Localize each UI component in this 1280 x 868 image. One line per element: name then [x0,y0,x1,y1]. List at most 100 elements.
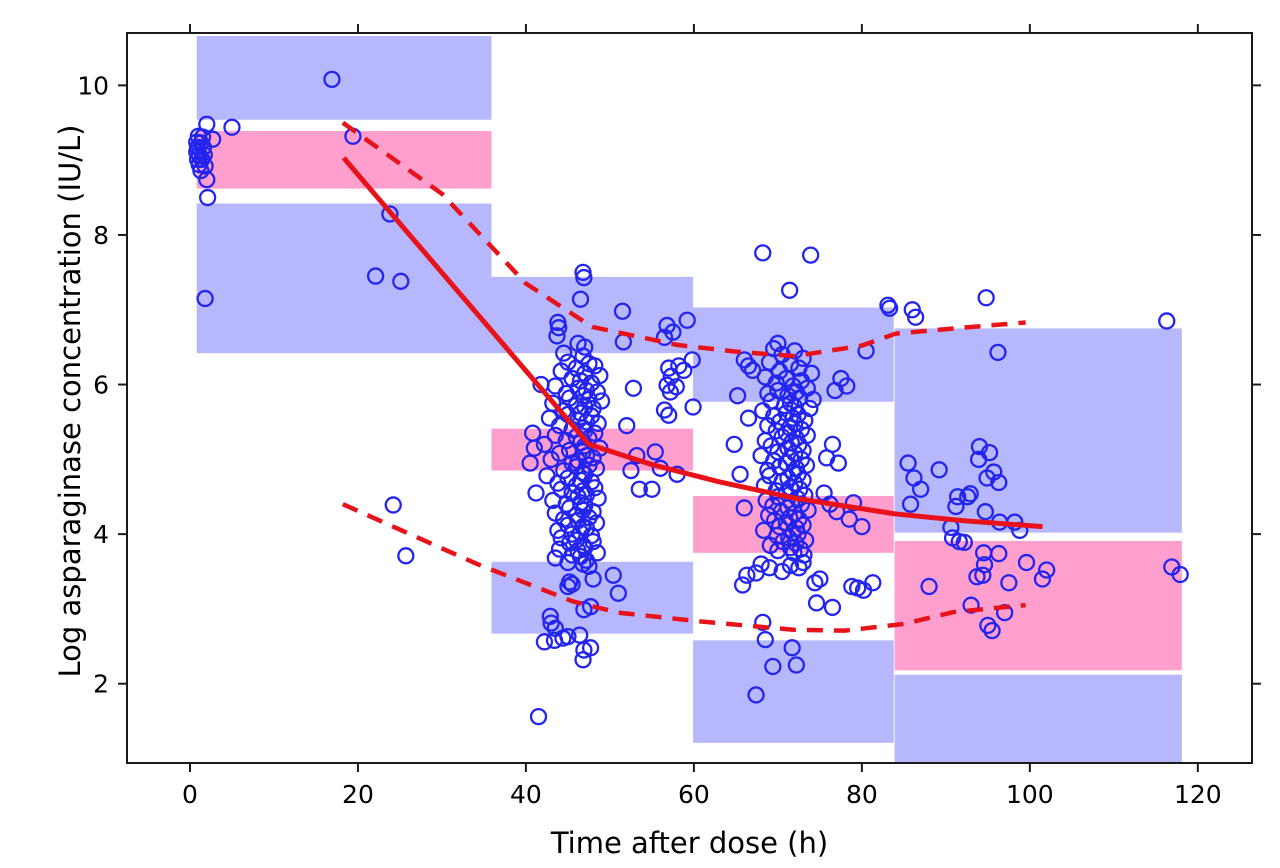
data-point [978,469,996,487]
data-point [571,471,590,489]
data-point [366,267,385,285]
data-point [655,401,674,419]
data-point [581,639,600,657]
data-point [804,390,822,409]
data-point [838,377,856,395]
y-tick-label: 6 [93,371,109,400]
data-point [323,70,341,89]
lower-percentile-dashed-line [341,502,1026,633]
data-point [630,480,648,498]
data-point [947,497,965,516]
data-point [584,570,602,588]
data-point [764,657,782,676]
data-point [223,118,241,136]
data-point [535,435,554,454]
data-point [990,473,1008,492]
data-point [529,707,548,726]
data-point [769,334,787,353]
data-point [664,323,682,341]
data-point [787,656,806,674]
data-point [604,566,622,584]
data-point [901,495,920,513]
percentile-ci-band [894,674,1182,763]
data-point [969,450,988,468]
data-point [1171,565,1189,584]
data-point [854,581,873,599]
data-point [660,359,678,377]
data-point [948,488,967,506]
data-point [521,454,539,472]
data-point [527,484,545,502]
data-point [1033,570,1052,588]
data-point [198,170,216,189]
data-point [733,576,752,594]
x-tick-label: 0 [182,780,198,809]
x-axis-title: Time after dose (h) [550,826,829,860]
data-point [1038,561,1056,579]
data-point [563,369,581,388]
data-point [196,157,214,175]
percentile-ci-band [491,276,694,354]
data-point [739,357,758,375]
data-point [983,621,1001,640]
percentile-ci-band [894,328,1182,533]
data-point [781,556,800,575]
data-point [384,496,402,514]
data-point [783,639,801,657]
data-point [840,510,858,528]
data-point [735,499,753,517]
x-tick-label: 20 [342,780,374,809]
data-point [555,344,573,362]
data-point [535,633,554,651]
data-point [785,544,803,562]
data-point [739,409,758,427]
data-point [667,378,685,396]
data-point [198,115,216,133]
data-point [977,289,995,307]
data-point [646,443,664,461]
data-point [731,465,749,483]
data-point [974,566,992,584]
data-point [192,161,210,180]
data-point [576,338,594,356]
data-point [550,417,569,435]
y-tick-label: 4 [93,520,109,549]
data-point [744,361,762,379]
data-point [546,426,564,445]
data-point [660,406,678,424]
data-point [790,559,808,577]
data-point [823,598,842,617]
median-ci-band [894,540,1182,671]
data-point [196,289,214,308]
data-point [559,627,577,646]
data-point [542,450,560,468]
data-point [540,409,559,427]
data-point [559,577,577,596]
data-point [826,381,844,400]
data-point [575,268,593,287]
data-point [1000,574,1018,592]
data-point [661,383,680,401]
data-point [198,188,217,207]
data-point [392,272,410,290]
data-point [754,244,772,262]
data-point [781,281,799,299]
data-point [899,454,917,472]
data-point [853,517,871,536]
data-point [557,384,575,403]
data-point [823,435,842,454]
data-point [975,556,994,574]
data-point [574,651,592,669]
data-point [767,422,785,440]
data-point [930,461,948,479]
y-axis-title: Log asparaginase concentration (IU/L) [53,124,87,678]
data-point [542,614,560,632]
data-point [586,424,604,442]
data-point [678,311,696,329]
data-point [990,544,1008,563]
data-point [752,555,770,573]
data-point [622,461,640,480]
data-point [760,559,779,577]
